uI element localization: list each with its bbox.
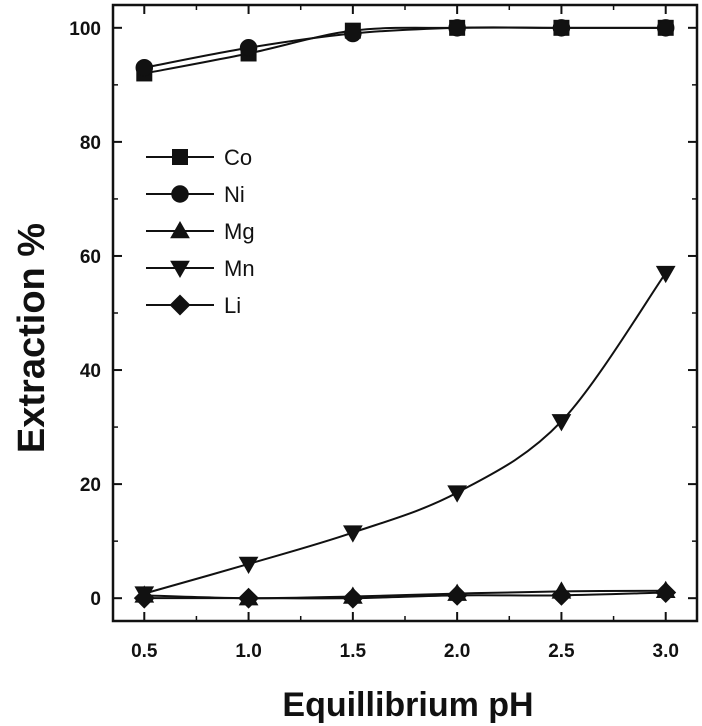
legend-marker-mg (170, 220, 190, 239)
data-point-li (238, 587, 260, 609)
data-point-li (655, 582, 677, 603)
x-tick-label: 2.0 (444, 641, 470, 662)
series-line-li (144, 591, 666, 600)
x-axis-title: Equillibrium pH (282, 686, 533, 724)
legend-label-li: Li (224, 293, 241, 318)
legend-marker-co (172, 149, 188, 165)
legend-marker-li (169, 294, 191, 316)
x-tick-label: 2.5 (548, 641, 575, 662)
series-line-co (144, 26, 666, 75)
y-tick-label: 80 (80, 133, 101, 154)
data-point-mn (447, 485, 468, 503)
y-axis-title: Extraction % (11, 223, 53, 453)
legend-marker-ni (171, 185, 189, 203)
x-tick-label: 0.5 (131, 641, 158, 662)
y-tick-label: 20 (80, 475, 101, 496)
y-tick-label: 60 (80, 247, 101, 268)
series-line-mn (144, 272, 667, 595)
data-point-ni (552, 19, 571, 37)
data-point-ni (135, 58, 154, 77)
data-point-mn (655, 265, 676, 284)
y-tick-label: 40 (80, 361, 101, 382)
data-point-ni (448, 19, 466, 37)
data-point-li (133, 587, 155, 609)
y-tick-label: 100 (69, 19, 101, 40)
legend-marker-mn (170, 260, 190, 279)
x-tick-label: 3.0 (653, 641, 679, 662)
data-point-ni (344, 24, 362, 43)
legend-label-ni: Ni (224, 182, 245, 207)
data-point-li (446, 584, 468, 606)
data-point-li (550, 584, 572, 606)
x-tick-label: 1.0 (235, 641, 261, 662)
data-point-mn (238, 556, 259, 574)
legend-label-co: Co (224, 145, 252, 170)
data-point-ni (656, 19, 675, 37)
legend-label-mn: Mn (224, 256, 255, 281)
data-point-li (342, 587, 364, 609)
data-point-ni (239, 39, 258, 57)
plot-area: 0.5 1.0 1.5 2.0 2.5 3.0 0 20 40 60 80 100 Co Ni Mg Mn Li (69, 3, 699, 662)
legend-label-mg: Mg (224, 219, 255, 244)
x-tick-label: 1.5 (340, 641, 367, 662)
y-tick-label: 0 (90, 589, 101, 610)
series-line-ni (144, 26, 666, 69)
data-point-mn (551, 414, 572, 432)
data-point-mn (342, 525, 363, 543)
plot-frame (111, 3, 699, 623)
